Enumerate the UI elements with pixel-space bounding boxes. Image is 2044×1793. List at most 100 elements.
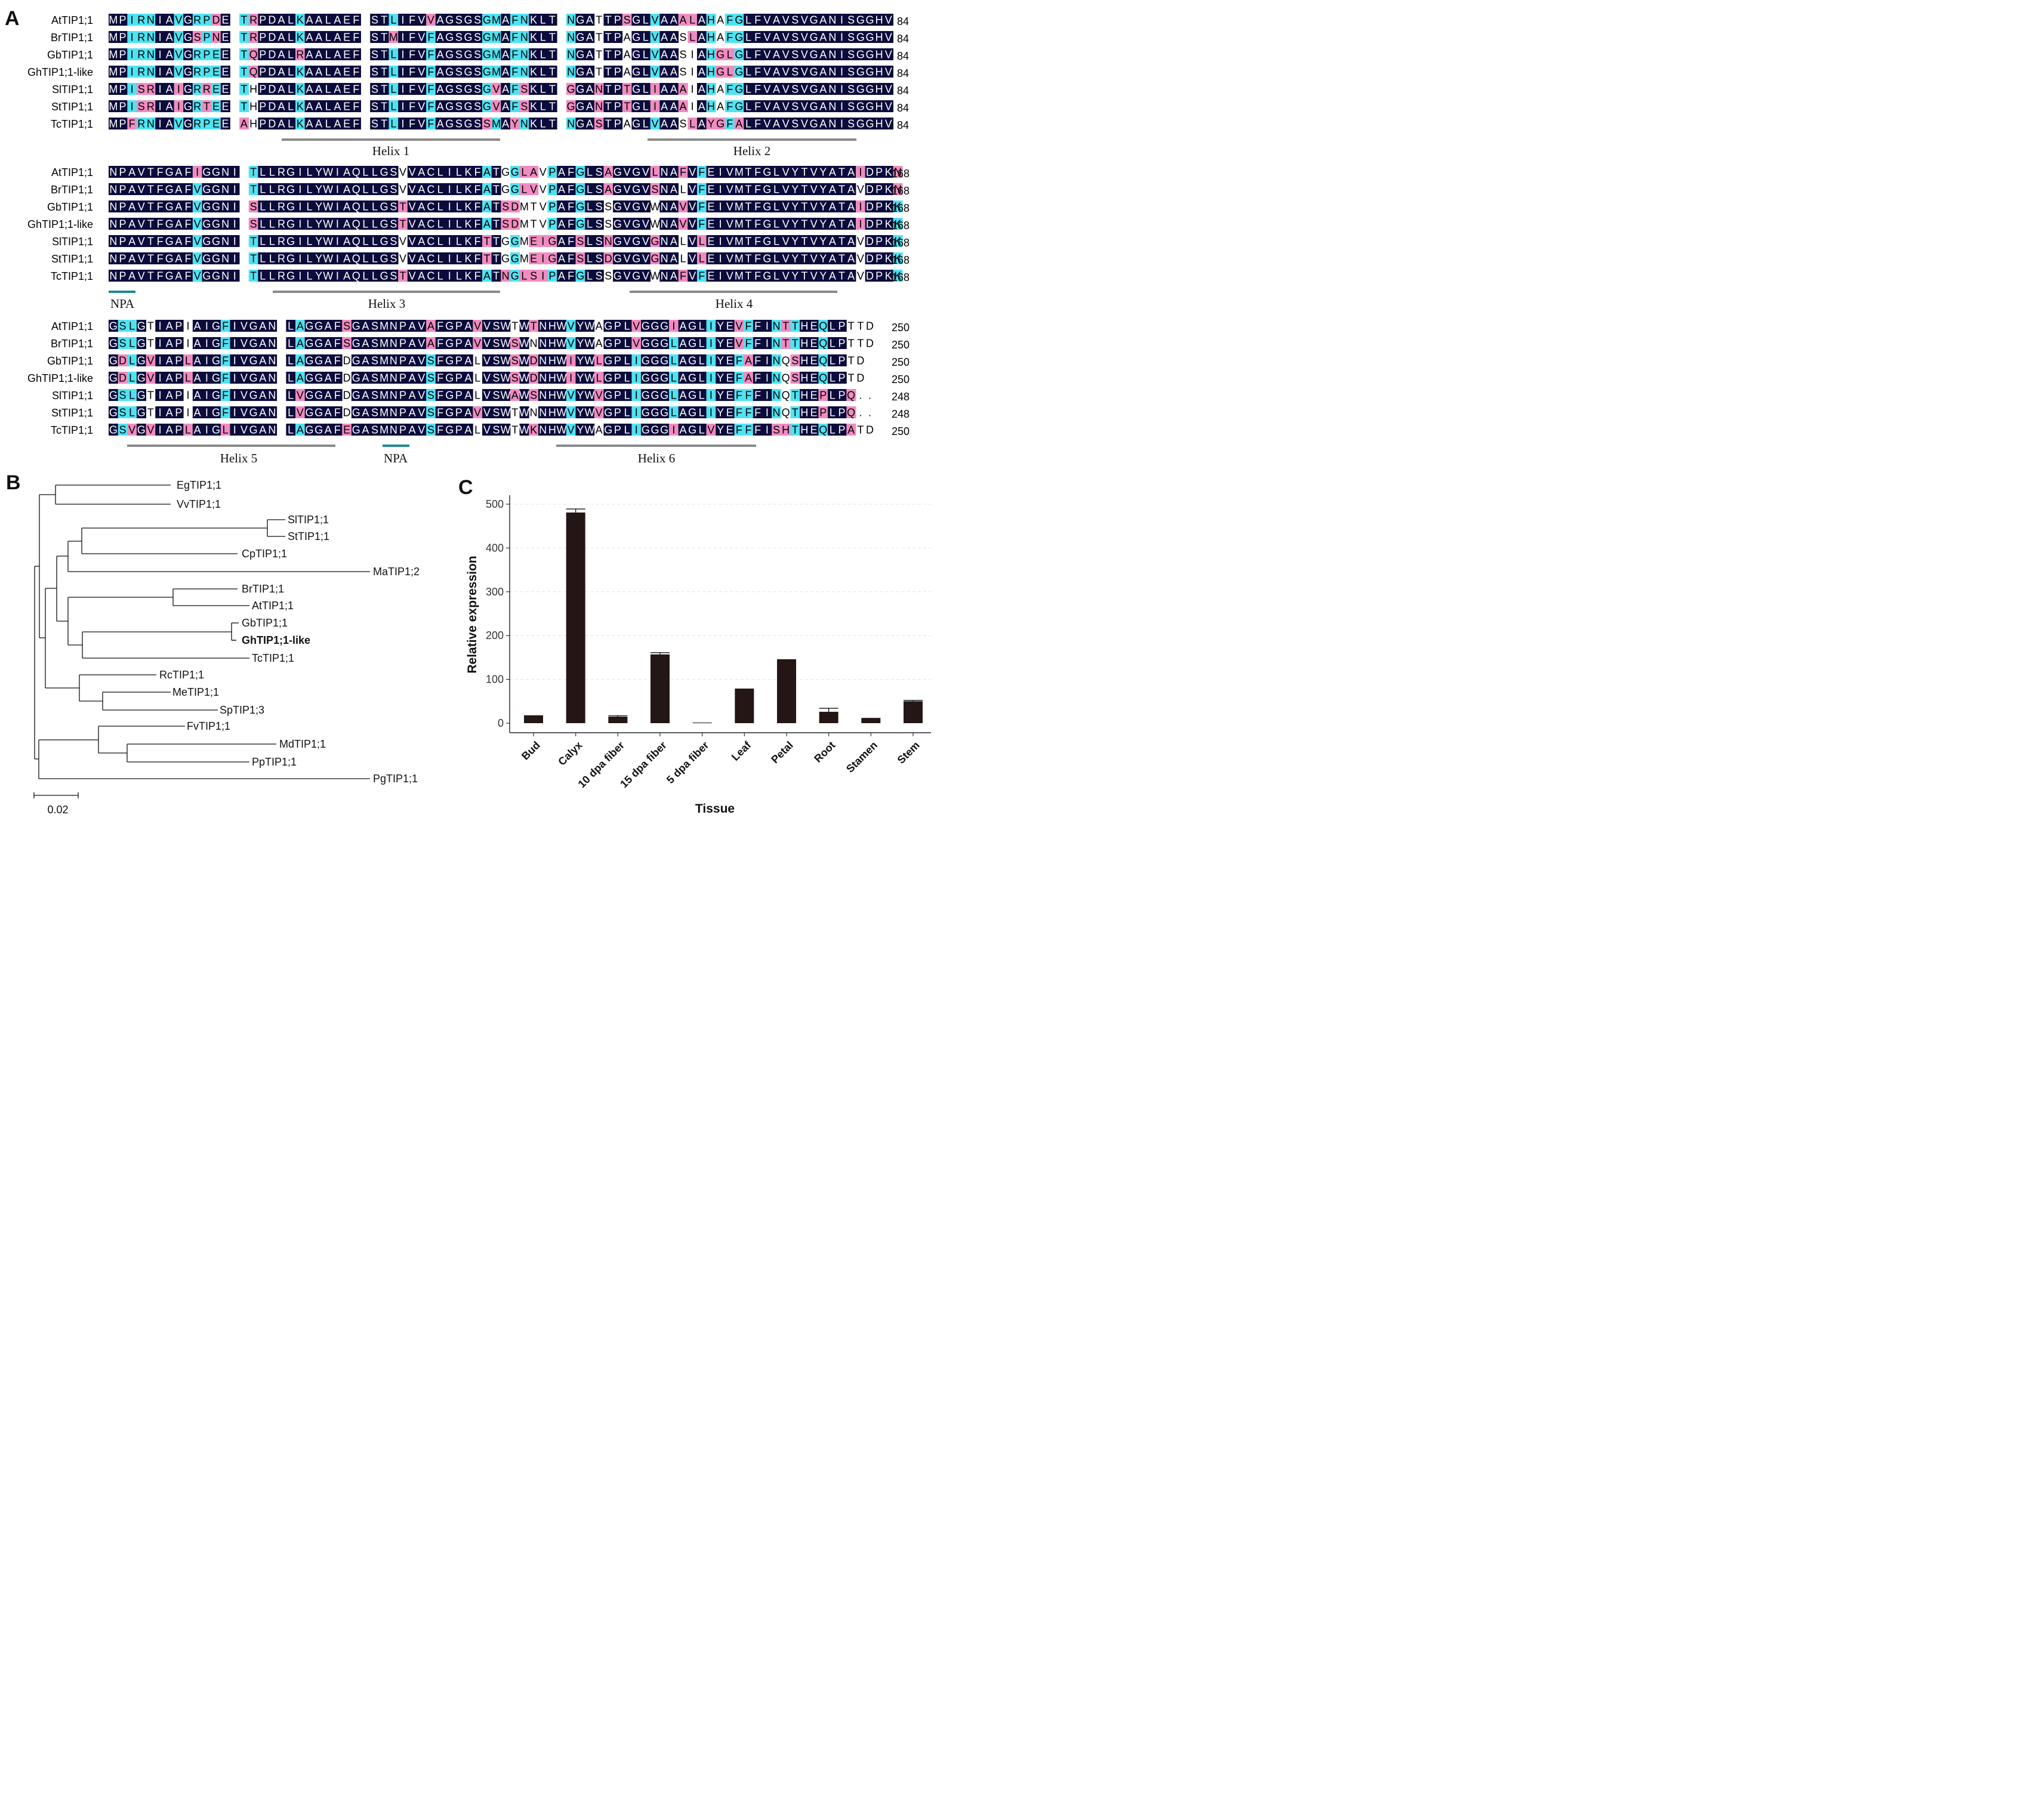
residue-cell bbox=[426, 66, 436, 78]
residue: V bbox=[409, 201, 416, 213]
residue: W bbox=[557, 407, 567, 419]
residue: L bbox=[596, 355, 602, 367]
residue: G bbox=[632, 201, 640, 213]
residue: T bbox=[549, 66, 556, 78]
residue: L bbox=[830, 372, 836, 384]
residue: I bbox=[401, 66, 404, 78]
x-tick-label: Stamen bbox=[844, 739, 880, 775]
residue: Y bbox=[819, 166, 827, 178]
sequence-name: GbTIP1;1 bbox=[47, 355, 93, 367]
residue: V bbox=[194, 201, 201, 213]
residue: N bbox=[221, 201, 229, 213]
residue: N bbox=[109, 270, 117, 282]
residue: H bbox=[249, 118, 257, 130]
residue: S bbox=[194, 32, 201, 44]
residue: V bbox=[418, 118, 425, 130]
residue: I bbox=[635, 424, 638, 436]
residue: G bbox=[445, 84, 454, 95]
residue: L bbox=[830, 407, 836, 419]
residue: L bbox=[773, 166, 779, 178]
residue-cell bbox=[547, 66, 557, 78]
residue: V bbox=[652, 32, 659, 44]
residue: T bbox=[531, 320, 537, 332]
residue: P bbox=[399, 372, 406, 384]
residue-cell bbox=[164, 66, 174, 78]
residue: A bbox=[847, 270, 855, 282]
residue: S bbox=[492, 407, 500, 419]
residue: G bbox=[445, 101, 454, 113]
residue: T bbox=[250, 236, 257, 248]
bar bbox=[777, 659, 796, 723]
residue: I bbox=[448, 166, 451, 178]
residue-cell bbox=[566, 48, 576, 60]
residue: G bbox=[464, 14, 473, 26]
residue: A bbox=[586, 66, 593, 78]
residue-cell bbox=[501, 83, 511, 95]
residue: P bbox=[175, 338, 182, 350]
residue: H bbox=[875, 118, 883, 130]
residue: V bbox=[483, 407, 491, 419]
residue: G bbox=[165, 253, 174, 265]
residue: I bbox=[719, 201, 722, 213]
residue: A bbox=[596, 320, 603, 332]
residue: G bbox=[184, 14, 192, 26]
panel-label-a: A bbox=[5, 7, 20, 30]
residue: V bbox=[810, 270, 818, 282]
residue: V bbox=[138, 184, 145, 196]
residue-cell bbox=[183, 83, 193, 95]
residue: F bbox=[680, 270, 686, 282]
residue: A bbox=[502, 66, 509, 78]
residue: I bbox=[177, 84, 180, 95]
residue: F bbox=[726, 14, 733, 26]
residue: G bbox=[688, 320, 696, 332]
residue-cell bbox=[566, 66, 576, 78]
residue-cell bbox=[239, 31, 249, 43]
residue: A bbox=[437, 101, 444, 113]
residue-cell bbox=[174, 118, 184, 129]
residue: A bbox=[418, 218, 425, 230]
residue: L bbox=[362, 253, 368, 265]
residue: S bbox=[474, 32, 481, 44]
residue: V bbox=[642, 201, 649, 213]
residue: G bbox=[464, 32, 473, 44]
residue-cell bbox=[426, 14, 436, 26]
residue: N bbox=[109, 253, 117, 265]
residue: G bbox=[445, 390, 454, 402]
residue-cell bbox=[155, 66, 165, 78]
residue-cell bbox=[575, 100, 585, 112]
residue-cell bbox=[155, 48, 165, 60]
residue: A bbox=[306, 66, 313, 78]
residue: P bbox=[175, 320, 182, 332]
residue: G bbox=[445, 49, 454, 61]
residue: G bbox=[660, 407, 668, 419]
residue: F bbox=[754, 407, 761, 419]
residue: P bbox=[399, 338, 406, 350]
residue: S bbox=[474, 84, 481, 95]
residue: F bbox=[409, 118, 415, 130]
residue-cell bbox=[295, 31, 306, 43]
residue: V bbox=[726, 184, 733, 196]
residue: F bbox=[437, 355, 443, 367]
residue: I bbox=[710, 407, 713, 419]
residue: S bbox=[679, 32, 686, 44]
residue: P bbox=[838, 320, 846, 332]
residue-cell bbox=[323, 14, 333, 26]
residue: G bbox=[483, 14, 491, 26]
residue: P bbox=[259, 49, 266, 61]
residue: G bbox=[483, 84, 491, 95]
y-tick-label: 500 bbox=[486, 498, 504, 510]
residue: D bbox=[511, 201, 519, 213]
residue: L bbox=[260, 236, 266, 248]
residue: L bbox=[288, 14, 294, 26]
residue: T bbox=[605, 14, 612, 26]
residue-cell bbox=[164, 48, 174, 60]
residue: L bbox=[325, 66, 331, 78]
residue: F bbox=[511, 101, 518, 113]
residue-cell bbox=[426, 48, 436, 60]
residue: S bbox=[773, 424, 780, 436]
residue: A bbox=[483, 201, 491, 213]
residue: K bbox=[297, 32, 304, 44]
residue: A bbox=[315, 118, 322, 130]
residue: A bbox=[334, 84, 341, 95]
residue: L bbox=[288, 118, 294, 130]
